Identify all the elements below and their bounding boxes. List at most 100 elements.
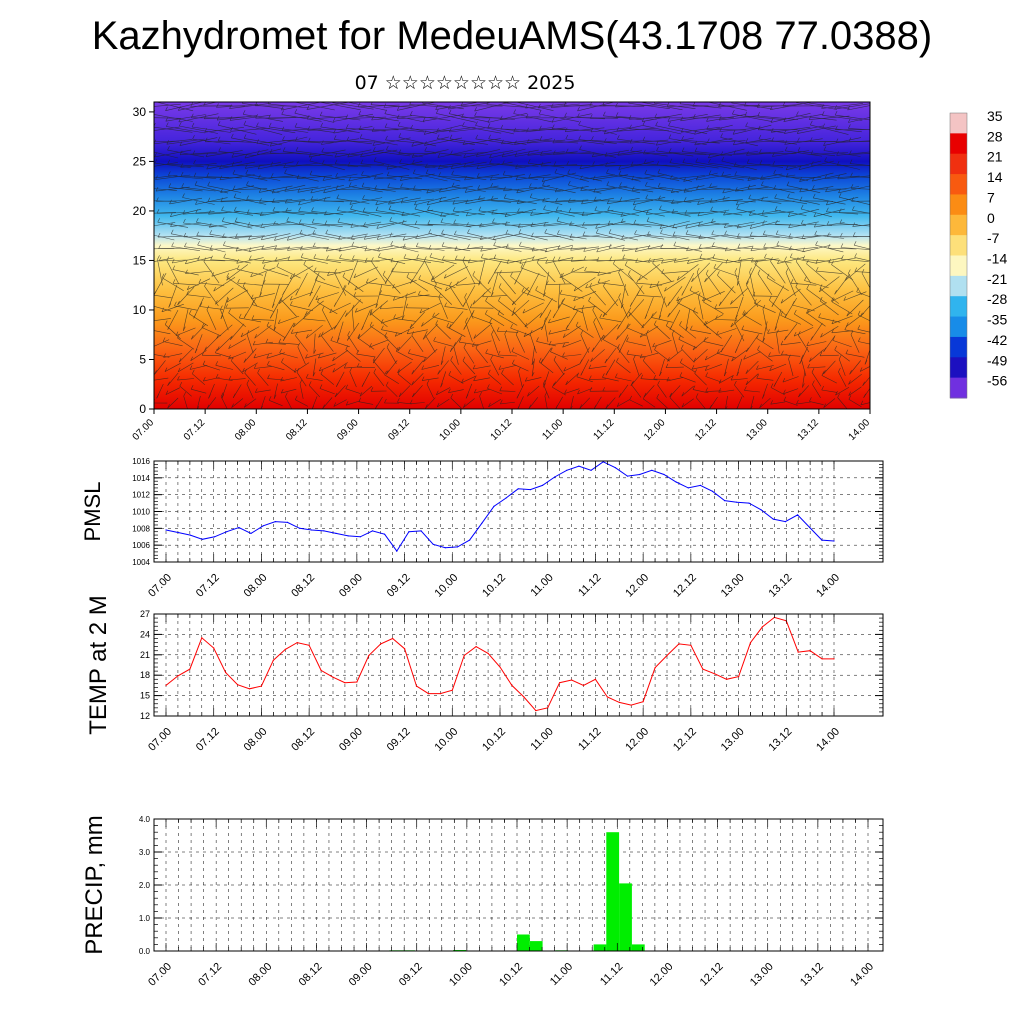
wind-barb-flag bbox=[789, 253, 793, 258]
wind-barb bbox=[180, 151, 218, 156]
wind-barb bbox=[461, 375, 477, 384]
wind-barb bbox=[795, 102, 838, 110]
wind-barb bbox=[689, 290, 712, 303]
wind-barb-flag bbox=[397, 368, 400, 373]
wind-barb-flag bbox=[618, 348, 622, 353]
data-point bbox=[284, 648, 286, 651]
wind-barb bbox=[847, 105, 870, 111]
wind-barb-flag bbox=[851, 197, 854, 202]
wind-barb-flag bbox=[312, 242, 316, 247]
wind-barb bbox=[604, 125, 643, 135]
wind-barb bbox=[770, 261, 786, 284]
wind-barb bbox=[499, 390, 516, 392]
wind-barb bbox=[717, 353, 736, 358]
wind-barb bbox=[229, 103, 271, 109]
data-point bbox=[541, 484, 544, 486]
wind-barb bbox=[556, 220, 587, 229]
wind-barb-flag bbox=[346, 124, 349, 129]
data-point bbox=[463, 654, 465, 657]
wind-barb-flag bbox=[194, 181, 198, 186]
wind-barb-flag bbox=[725, 406, 728, 409]
wind-barb bbox=[312, 233, 343, 240]
wind-barb bbox=[563, 363, 581, 372]
wind-barb-flag bbox=[596, 257, 600, 262]
wind-barb bbox=[525, 103, 567, 109]
wind-barb-flag bbox=[220, 188, 223, 193]
wind-barb bbox=[605, 397, 616, 409]
data-point bbox=[517, 488, 519, 490]
wind-barb bbox=[401, 198, 434, 204]
wind-barb-flag bbox=[412, 159, 415, 165]
wind-barb-flag bbox=[305, 354, 308, 359]
wind-barb-flag bbox=[552, 124, 555, 129]
wind-barb bbox=[237, 269, 264, 276]
wind-barb bbox=[359, 385, 373, 397]
wind-barb bbox=[294, 102, 335, 111]
wind-barb-flag bbox=[250, 294, 254, 299]
wind-barb-flag bbox=[246, 209, 250, 214]
wind-barb-flag bbox=[336, 194, 340, 199]
wind-barb bbox=[769, 363, 787, 371]
data-point bbox=[809, 526, 811, 529]
wind-barb-flag bbox=[242, 110, 246, 115]
wind-barb bbox=[699, 247, 728, 250]
wind-barb-flag bbox=[716, 330, 719, 336]
wind-barb bbox=[202, 354, 221, 357]
wind-barb-flag bbox=[381, 325, 384, 330]
wind-barb-flag bbox=[583, 255, 587, 261]
wind-barb-flag bbox=[402, 315, 405, 320]
wind-barb-flag bbox=[702, 296, 705, 302]
wind-barb bbox=[154, 318, 171, 322]
wind-barb-flag bbox=[496, 327, 500, 332]
wind-barb-flag bbox=[752, 291, 756, 297]
wind-barb-flag bbox=[412, 392, 415, 398]
x-tick-label: 07.12 bbox=[182, 417, 208, 443]
wind-barb bbox=[705, 324, 722, 339]
wind-barb bbox=[436, 387, 451, 396]
wind-barb-flag bbox=[199, 302, 203, 307]
wind-barb-flag bbox=[621, 246, 625, 252]
data-point bbox=[493, 505, 495, 507]
data-point bbox=[833, 540, 835, 542]
wind-barb-flag bbox=[294, 122, 298, 128]
wind-barb-flag bbox=[465, 394, 469, 399]
wind-barb-flag bbox=[525, 113, 529, 119]
data-point bbox=[201, 538, 203, 540]
wind-barb-flag bbox=[750, 246, 754, 251]
wind-barb bbox=[313, 258, 341, 263]
wind-barb bbox=[619, 186, 654, 193]
wind-barb-flag bbox=[579, 164, 583, 169]
x-tick-label: 12.00 bbox=[642, 417, 668, 443]
wind-barb-flag bbox=[401, 219, 405, 225]
wind-barb-flag bbox=[452, 200, 456, 205]
wind-barb bbox=[350, 221, 382, 228]
wind-barb-flag bbox=[295, 146, 299, 152]
wind-barb-flag bbox=[449, 127, 452, 133]
wind-barb-flag bbox=[796, 399, 799, 405]
wind-barb bbox=[276, 266, 301, 279]
wind-barb bbox=[570, 395, 574, 409]
wind-barb bbox=[857, 314, 870, 322]
wind-barb-flag bbox=[274, 245, 277, 251]
wind-barb-flag bbox=[515, 164, 518, 169]
wind-barb-flag bbox=[553, 381, 556, 386]
wind-barb bbox=[471, 315, 493, 324]
wind-barb bbox=[429, 256, 457, 265]
wind-barb-flag bbox=[149, 301, 151, 305]
wind-barb-flag bbox=[797, 137, 800, 142]
wind-barb-flag bbox=[260, 223, 263, 228]
data-point bbox=[274, 521, 276, 523]
wind-barb bbox=[154, 294, 173, 299]
wind-barb-flag bbox=[568, 208, 572, 213]
wind-barb-flag bbox=[403, 254, 407, 259]
wind-barb-flag bbox=[516, 394, 520, 399]
wind-barb-flag bbox=[295, 136, 298, 141]
y-tick-label: 15 bbox=[140, 691, 150, 701]
wind-barb-flag bbox=[437, 153, 441, 158]
data-point bbox=[614, 467, 617, 469]
wind-barb-flag bbox=[585, 283, 588, 289]
wind-barb bbox=[575, 325, 594, 338]
wind-barb bbox=[715, 319, 738, 321]
data-point bbox=[311, 529, 313, 531]
wind-barb bbox=[705, 390, 722, 392]
